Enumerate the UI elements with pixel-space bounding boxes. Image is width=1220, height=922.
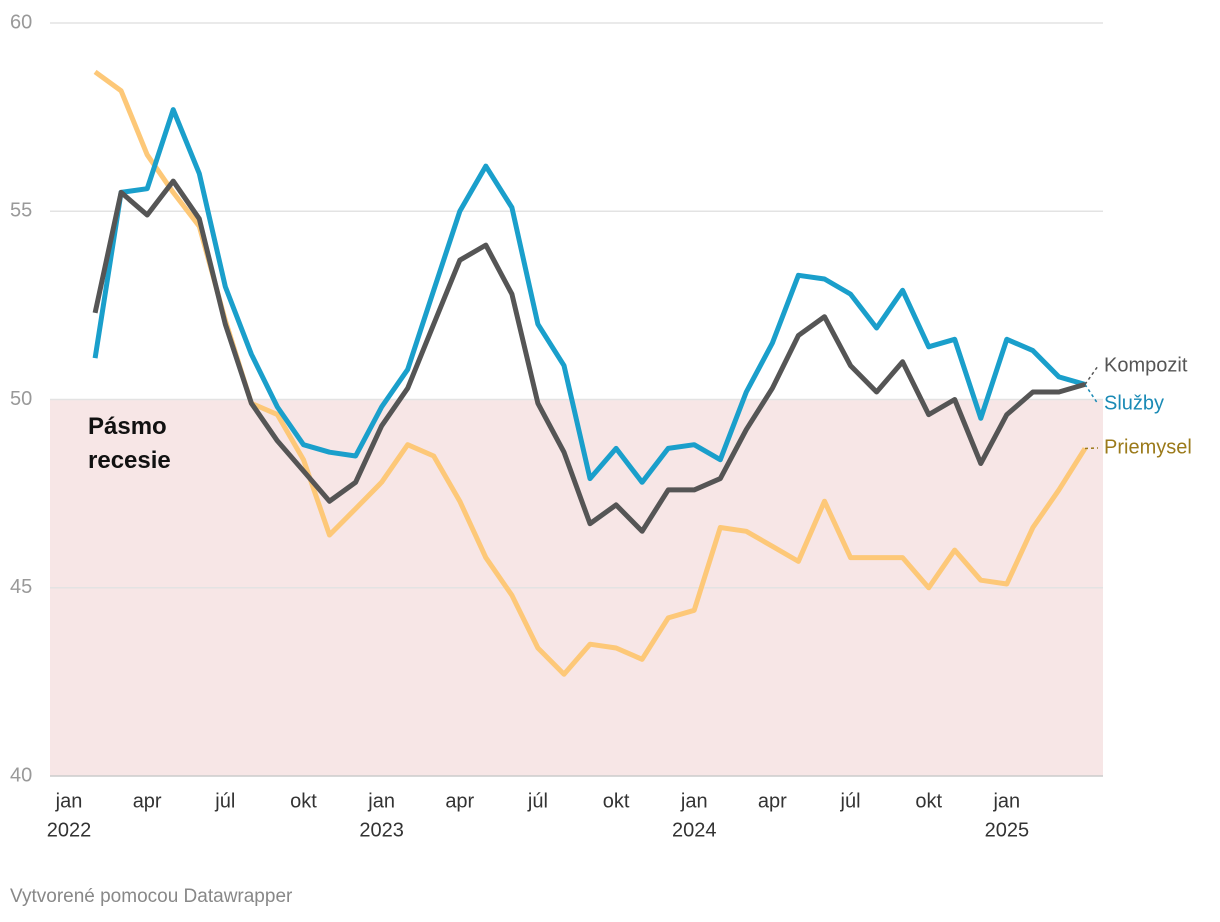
series-line [92, 107, 1086, 485]
x-tick-label: apr [758, 790, 787, 812]
x-tick-label: jan [55, 790, 83, 812]
x-tick-label: jan [367, 790, 395, 812]
x-tick-label: okt [915, 790, 942, 812]
x-tick-label: jan [680, 790, 708, 812]
x-tick-label: okt [603, 790, 630, 812]
y-tick-label: 45 [10, 576, 32, 598]
x-tick-label: júl [527, 790, 548, 812]
y-tick-label: 55 [10, 200, 32, 222]
x-tick-label: júl [214, 790, 235, 812]
x-tick-label: júl [840, 790, 861, 812]
y-tick-label: 40 [10, 764, 32, 786]
series-label: Kompozit [1104, 354, 1188, 376]
label-connector [1084, 365, 1099, 385]
y-tick-label: 50 [10, 388, 32, 410]
x-tick-label: apr [133, 790, 162, 812]
series-line [92, 178, 1086, 534]
credit: Vytvorené pomocou Datawrapper [10, 886, 293, 907]
label-connector [1084, 384, 1099, 405]
band-label: Pásmo recesie [88, 413, 171, 474]
series-line [93, 69, 1088, 677]
x-year-label: 2022 [47, 819, 92, 841]
y-tick-label: 60 [10, 11, 32, 33]
x-year-label: 2023 [359, 819, 404, 841]
series-label: Priemysel [1104, 436, 1192, 458]
x-tick-label: jan [992, 790, 1020, 812]
x-year-label: 2025 [985, 819, 1030, 841]
x-year-label: 2024 [672, 819, 717, 841]
series-label: Služby [1104, 392, 1164, 414]
x-tick-label: okt [290, 790, 317, 812]
x-tick-label: apr [445, 790, 474, 812]
